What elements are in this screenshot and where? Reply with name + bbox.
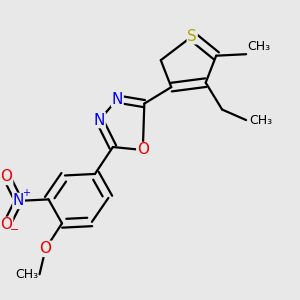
Text: S: S xyxy=(188,29,197,44)
Text: CH₃: CH₃ xyxy=(248,40,271,53)
Text: +: + xyxy=(22,188,30,197)
Text: O: O xyxy=(1,217,13,232)
Text: CH₃: CH₃ xyxy=(249,114,272,127)
Text: O: O xyxy=(137,142,149,158)
Text: CH₃: CH₃ xyxy=(15,268,38,281)
Text: −: − xyxy=(10,225,20,235)
Text: N: N xyxy=(94,112,105,128)
Text: O: O xyxy=(40,241,52,256)
Text: N: N xyxy=(13,194,24,208)
Text: N: N xyxy=(112,92,123,106)
Text: O: O xyxy=(1,169,13,184)
